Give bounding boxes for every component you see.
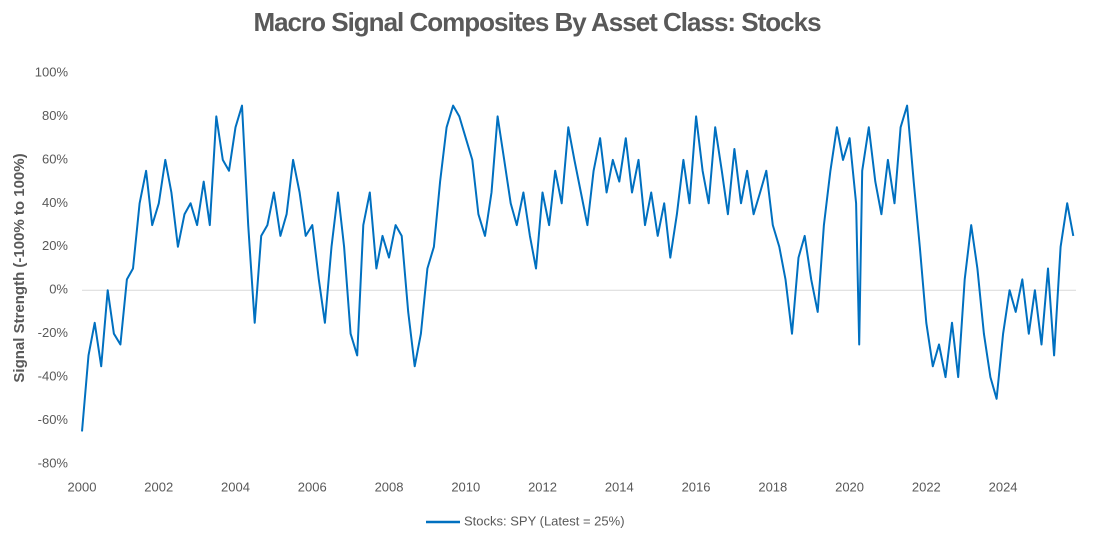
x-tick-label: 2014 [605, 479, 634, 494]
y-tick-label: -20% [38, 325, 69, 340]
y-tick-label: 20% [42, 238, 68, 253]
series-line [81, 104, 1075, 432]
y-tick-label: 40% [42, 195, 68, 210]
x-tick-label: 2008 [375, 479, 404, 494]
x-tick-label: 2012 [528, 479, 557, 494]
y-tick-label: 0% [49, 282, 68, 297]
y-tick-label: 80% [42, 108, 68, 123]
x-tick-label: 2024 [989, 479, 1018, 494]
chart-title: Macro Signal Composites By Asset Class: … [253, 7, 821, 37]
x-tick-label: 2006 [298, 479, 327, 494]
x-tick-label: 2000 [68, 479, 97, 494]
x-tick-label: 2010 [451, 479, 480, 494]
y-tick-label: -60% [38, 412, 69, 427]
y-tick-label: -80% [38, 455, 69, 470]
x-tick-label: 2020 [835, 479, 864, 494]
x-tick-label: 2016 [682, 479, 711, 494]
x-tick-label: 2004 [221, 479, 250, 494]
x-tick-label: 2018 [758, 479, 787, 494]
x-tick-label: 2002 [144, 479, 173, 494]
y-tick-label: -40% [38, 369, 69, 384]
y-tick-label: 60% [42, 151, 68, 166]
legend-label: Stocks: SPY (Latest = 25%) [464, 513, 625, 528]
y-tick-label: 100% [35, 64, 69, 79]
y-axis-label: Signal Strength (-100% to 100%) [11, 153, 28, 382]
x-tick-label: 2022 [912, 479, 941, 494]
